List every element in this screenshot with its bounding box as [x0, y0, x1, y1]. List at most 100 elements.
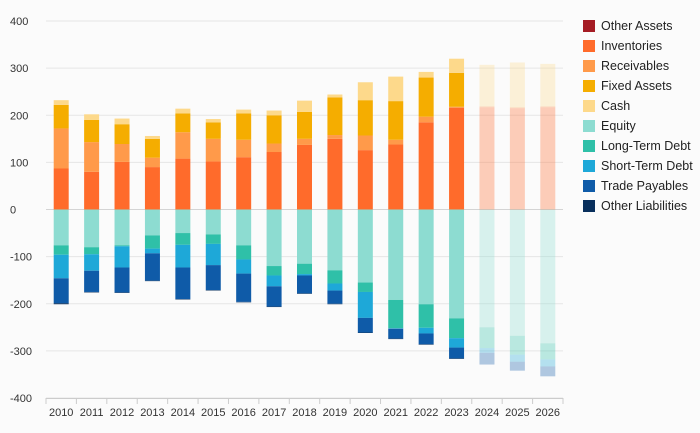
- bar-segment: [175, 244, 191, 268]
- bar-segment: [144, 209, 160, 236]
- bar-segment: [266, 266, 282, 276]
- bar-segment: [297, 100, 312, 112]
- bar-segment: [388, 144, 404, 210]
- bar-segment: [266, 209, 282, 267]
- x-tick-label: 2023: [444, 407, 468, 419]
- bar-segment: [114, 209, 130, 246]
- legend-label: Inventories: [601, 39, 663, 53]
- legend-item[interactable]: Fixed Assets: [583, 76, 693, 96]
- bar-segment: [357, 135, 373, 151]
- legend-label: Other Assets: [601, 19, 673, 33]
- legend-item[interactable]: Other Assets: [583, 16, 693, 36]
- y-tick-label: 300: [10, 63, 28, 75]
- x-tick-label: 2011: [80, 407, 104, 419]
- bar-segment: [53, 245, 69, 255]
- x-axis: 2010 2011 2012 2013 2014 2015 2016 2017 2018 2019…: [45, 398, 564, 419]
- bar-segment: [114, 143, 130, 162]
- bar-segment: [327, 138, 343, 210]
- bar-segment: [236, 157, 252, 210]
- bar-segment: [297, 274, 312, 276]
- bar-segment: [236, 273, 252, 302]
- bar-segment: [297, 263, 312, 275]
- bar-segment: [236, 139, 252, 158]
- bar-segment: [205, 161, 221, 210]
- x-tick-label: 2013: [140, 407, 164, 419]
- bar-segment: [449, 209, 465, 319]
- x-tick-label: 2017: [262, 407, 286, 419]
- bar-segment: [205, 138, 221, 162]
- bar-segment: [53, 104, 69, 129]
- bar-segment: [114, 246, 130, 268]
- legend-label: Equity: [601, 119, 636, 133]
- bar-segment: [449, 58, 465, 73]
- bar-segment: [266, 115, 282, 144]
- bar-segment: [53, 303, 69, 305]
- x-tick-label: 2020: [353, 407, 377, 419]
- legend-item[interactable]: Equity: [583, 116, 693, 136]
- bar-segment: [53, 254, 69, 279]
- bar-segment: [509, 62, 525, 108]
- legend-label: Short-Term Debt: [601, 159, 693, 173]
- bar-segment: [84, 254, 100, 271]
- legend-label: Cash: [601, 99, 631, 113]
- bar-segment: [418, 333, 434, 345]
- x-tick-label: 2018: [292, 407, 316, 419]
- legend-item[interactable]: Other Liabilities: [583, 196, 693, 216]
- bar-segment: [297, 138, 312, 145]
- bar-segment: [540, 343, 556, 360]
- bar-segment: [175, 233, 191, 245]
- bar-segment: [449, 338, 465, 348]
- bar-segment: [144, 248, 160, 254]
- bar-segment: [449, 72, 465, 107]
- bar-segment: [418, 77, 434, 117]
- bar-segment: [540, 209, 556, 344]
- bar-segment: [205, 234, 221, 244]
- legend-item[interactable]: Short-Term Debt: [583, 156, 693, 176]
- bar-segment: [479, 64, 495, 107]
- bar-segment: [114, 124, 130, 144]
- legend-swatch: [583, 140, 595, 152]
- bar-segment: [114, 245, 130, 247]
- y-tick-label: -400: [10, 393, 32, 405]
- bar-segment: [84, 119, 100, 143]
- bar-segment: [449, 347, 465, 359]
- bar-segment: [266, 286, 282, 307]
- bar-segment: [388, 101, 404, 140]
- legend-swatch: [583, 120, 595, 132]
- legend-item[interactable]: Long-Term Debt: [583, 136, 693, 156]
- bar-segment: [327, 97, 343, 136]
- bar-segment: [175, 209, 191, 234]
- bar-segment: [509, 209, 525, 336]
- bar-segment: [327, 94, 343, 98]
- bar-segment: [84, 171, 100, 210]
- bar-segment: [266, 110, 282, 116]
- legend-swatch: [583, 180, 595, 192]
- legend-item[interactable]: Receivables: [583, 56, 693, 76]
- legend-item[interactable]: Inventories: [583, 36, 693, 56]
- bar-segment: [540, 359, 556, 367]
- bar-segment: [205, 265, 221, 291]
- bar-segment: [388, 328, 404, 339]
- bar-segment: [266, 143, 282, 153]
- y-tick-label: -100: [10, 252, 32, 264]
- x-tick-label: 2026: [536, 407, 560, 419]
- legend-item[interactable]: Trade Payables: [583, 176, 693, 196]
- bar-segment: [84, 209, 100, 248]
- bar-segment: [266, 275, 282, 287]
- bar-segment: [418, 209, 434, 305]
- bar-segment: [388, 76, 404, 102]
- bar-segment: [144, 167, 160, 210]
- legend-label: Trade Payables: [601, 179, 689, 193]
- legend-swatch: [583, 60, 595, 72]
- bar-segment: [205, 122, 221, 139]
- bar-segment: [53, 168, 69, 210]
- x-tick-label: 2025: [505, 407, 529, 419]
- bar-segment: [175, 113, 191, 133]
- bar-segment: [327, 270, 343, 284]
- x-tick-label: 2016: [231, 407, 255, 419]
- legend-item[interactable]: Cash: [583, 96, 693, 116]
- bar-segment: [327, 290, 343, 304]
- x-tick-label: 2019: [323, 407, 347, 419]
